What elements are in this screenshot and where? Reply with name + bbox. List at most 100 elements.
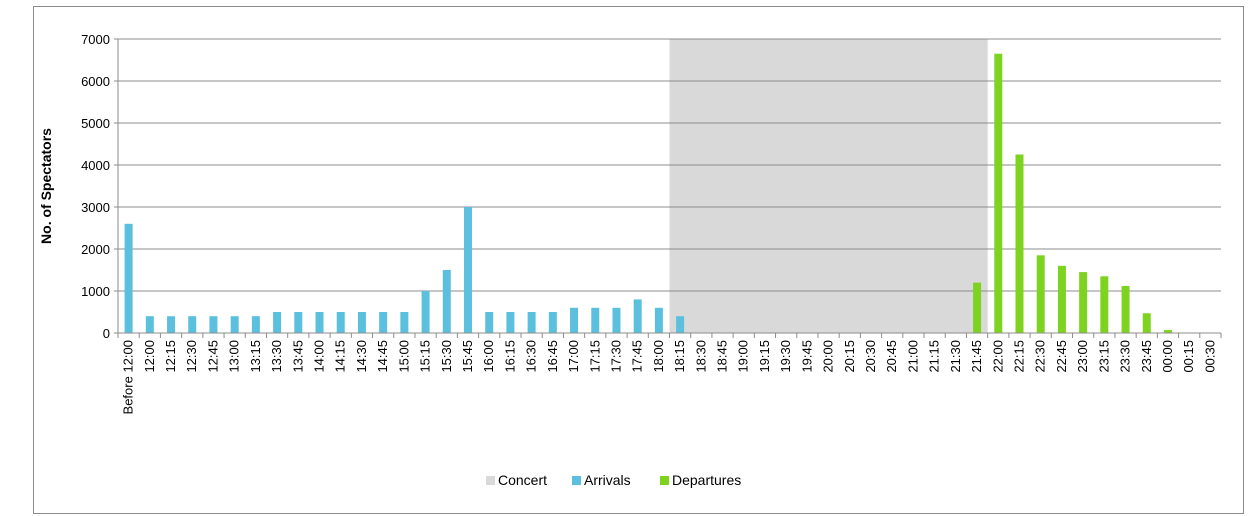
x-tick-label-30: 19:15 bbox=[757, 340, 772, 373]
y-tick-label-6000: 6000 bbox=[81, 74, 110, 89]
bar-departures-46 bbox=[1100, 276, 1109, 333]
x-tick-label-8: 13:45 bbox=[290, 340, 305, 373]
y-tick-label-0: 0 bbox=[103, 326, 110, 341]
x-tick-label-44: 22:45 bbox=[1054, 340, 1069, 373]
bar-departures-45 bbox=[1079, 272, 1088, 333]
bar-arrivals-6 bbox=[251, 316, 260, 333]
legend-label-departures: Departures bbox=[672, 472, 741, 488]
bar-arrivals-7 bbox=[273, 312, 282, 333]
legend-label-arrivals: Arrivals bbox=[584, 472, 631, 488]
bar-arrivals-14 bbox=[421, 291, 430, 333]
x-tick-label-21: 17:00 bbox=[566, 340, 581, 373]
x-tick-label-38: 21:15 bbox=[927, 340, 942, 373]
bar-departures-43 bbox=[1036, 255, 1045, 333]
x-tick-label-39: 21:30 bbox=[948, 340, 963, 373]
x-tick-label-51: 00:30 bbox=[1202, 340, 1217, 373]
y-tick-label-4000: 4000 bbox=[81, 158, 110, 173]
x-tick-label-25: 18:00 bbox=[651, 340, 666, 373]
x-tick-label-5: 13:00 bbox=[227, 340, 242, 373]
x-tick-label-27: 18:30 bbox=[693, 340, 708, 373]
x-tick-label-35: 20:30 bbox=[863, 340, 878, 373]
x-tick-label-0: Before 12:00 bbox=[121, 340, 136, 414]
x-tick-label-2: 12:15 bbox=[163, 340, 178, 373]
x-tick-label-31: 19:30 bbox=[778, 340, 793, 373]
x-tick-label-28: 18:45 bbox=[715, 340, 730, 373]
x-tick-label-50: 00:15 bbox=[1181, 340, 1196, 373]
x-tick-label-47: 23:30 bbox=[1118, 340, 1133, 373]
bar-arrivals-2 bbox=[167, 316, 176, 333]
x-tick-label-33: 20:00 bbox=[821, 340, 836, 373]
x-tick-label-3: 12:30 bbox=[184, 340, 199, 373]
x-tick-label-22: 17:15 bbox=[587, 340, 602, 373]
x-tick-label-7: 13:30 bbox=[269, 340, 284, 373]
x-tick-label-4: 12:45 bbox=[205, 340, 220, 373]
legend-label-concert: Concert bbox=[498, 472, 547, 488]
x-tick-labels: Before 12:00 12:00 12:15 12:30 12:45 13:00 13:… bbox=[121, 340, 1218, 414]
concert-band-layer bbox=[669, 39, 988, 333]
y-tick-label-3000: 3000 bbox=[81, 200, 110, 215]
x-tick-label-23: 17:30 bbox=[608, 340, 623, 373]
bar-arrivals-16 bbox=[463, 207, 472, 333]
bar-arrivals-19 bbox=[527, 312, 536, 333]
x-tick-label-10: 14:15 bbox=[333, 340, 348, 373]
x-tick-label-48: 23:45 bbox=[1139, 340, 1154, 373]
bar-arrivals-25 bbox=[654, 307, 663, 333]
x-tick-label-16: 15:45 bbox=[460, 340, 475, 373]
bar-departures-40 bbox=[973, 282, 982, 333]
chart-frame: 0 1000 2000 3000 4000 5000 6000 7000 Before 12:… bbox=[33, 6, 1244, 514]
gridlines bbox=[118, 38, 1221, 292]
x-tick-label-12: 14:45 bbox=[375, 340, 390, 373]
x-tick-label-49: 00:00 bbox=[1160, 340, 1175, 373]
x-tick-label-26: 18:15 bbox=[672, 340, 687, 373]
bar-arrivals-22 bbox=[591, 307, 600, 333]
x-tick-label-9: 14:00 bbox=[312, 340, 327, 373]
x-tick-label-36: 20:45 bbox=[884, 340, 899, 373]
concert-band bbox=[669, 39, 988, 333]
legend-swatch-departures bbox=[660, 476, 669, 485]
bar-arrivals-12 bbox=[379, 312, 388, 333]
x-tick-label-29: 19:00 bbox=[736, 340, 751, 373]
bar-arrivals-0 bbox=[124, 223, 133, 333]
x-tick-label-45: 23:00 bbox=[1075, 340, 1090, 373]
bar-arrivals-24 bbox=[633, 299, 642, 333]
x-tick-label-18: 16:15 bbox=[502, 340, 517, 373]
bar-departures-49 bbox=[1163, 330, 1172, 333]
bar-departures-48 bbox=[1142, 313, 1151, 333]
x-tick-label-14: 15:15 bbox=[418, 340, 433, 373]
bar-arrivals-20 bbox=[548, 312, 557, 333]
bar-arrivals-11 bbox=[357, 312, 366, 333]
x-tick-label-32: 19:45 bbox=[799, 340, 814, 373]
y-tick-label-1000: 1000 bbox=[81, 284, 110, 299]
x-tick-label-1: 12:00 bbox=[142, 340, 157, 373]
bar-departures-47 bbox=[1121, 285, 1130, 333]
x-tick-label-40: 21:45 bbox=[969, 340, 984, 373]
bar-arrivals-1 bbox=[145, 316, 154, 333]
x-tick-label-13: 15:00 bbox=[396, 340, 411, 373]
x-tick-label-11: 14:30 bbox=[354, 340, 369, 373]
bar-arrivals-13 bbox=[400, 312, 409, 333]
bar-arrivals-18 bbox=[506, 312, 515, 333]
y-tick-label-5000: 5000 bbox=[81, 116, 110, 131]
bar-arrivals-21 bbox=[570, 307, 579, 333]
bars bbox=[124, 53, 1172, 333]
x-tick-label-24: 17:45 bbox=[630, 340, 645, 373]
bar-arrivals-8 bbox=[294, 312, 303, 333]
bar-arrivals-23 bbox=[612, 307, 621, 333]
x-tick-label-42: 22:15 bbox=[1011, 340, 1026, 373]
x-tick-label-34: 20:15 bbox=[842, 340, 857, 373]
x-tick-label-37: 21:00 bbox=[905, 340, 920, 373]
y-tick-label-7000: 7000 bbox=[81, 32, 110, 47]
bar-arrivals-15 bbox=[442, 270, 451, 333]
bar-departures-41 bbox=[994, 53, 1003, 333]
x-tick-label-20: 16:45 bbox=[545, 340, 560, 373]
x-tick-label-17: 16:00 bbox=[481, 340, 496, 373]
x-tick-label-41: 22:00 bbox=[990, 340, 1005, 373]
bar-arrivals-10 bbox=[336, 312, 345, 333]
x-tick-label-46: 23:15 bbox=[1096, 340, 1111, 373]
bar-arrivals-17 bbox=[485, 312, 494, 333]
bar-departures-44 bbox=[1057, 265, 1066, 333]
y-axis-label: No. of Spectators bbox=[38, 128, 54, 244]
y-tick-label-2000: 2000 bbox=[81, 242, 110, 257]
bar-departures-42 bbox=[1015, 154, 1024, 333]
x-tick-label-6: 13:15 bbox=[248, 340, 263, 373]
